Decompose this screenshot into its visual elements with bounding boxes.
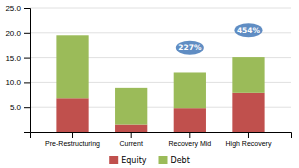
y-tick-mark — [24, 8, 30, 9]
y-tick: 20.0 — [5, 29, 30, 38]
annotation-text: 454% — [237, 26, 261, 35]
x-tick-mark — [131, 132, 132, 138]
legend-label: Equity — [121, 156, 147, 165]
legend-item: Debt — [159, 156, 190, 165]
legend-label: Debt — [171, 156, 190, 165]
y-tick: 10.0 — [5, 78, 30, 87]
bar — [56, 98, 88, 132]
x-tick-mark — [248, 132, 249, 138]
y-tick: 15.0 — [5, 54, 30, 63]
x-axis-line — [31, 133, 292, 139]
bars — [56, 35, 264, 132]
x-axis: Pre-Restructuring Current Recovery Mid High… — [31, 132, 292, 148]
annotations: 227% 454% — [176, 23, 263, 54]
bar — [174, 108, 206, 132]
annotation: 454% — [234, 23, 262, 37]
bar — [115, 125, 147, 132]
y-tick: 25.0 — [5, 4, 30, 13]
annotation-badge — [176, 41, 204, 55]
x-tick: Pre-Restructuring — [45, 132, 100, 148]
x-tick-label: High Recovery — [226, 140, 272, 148]
legend-item: Equity — [109, 156, 147, 165]
grid-line — [30, 8, 291, 9]
bar — [115, 88, 147, 125]
y-tick-label: 15.0 — [5, 54, 21, 63]
y-tick-label: 10.0 — [5, 78, 21, 87]
series-bars — [56, 35, 264, 124]
y-tick-mark — [24, 58, 30, 59]
x-tick-mark — [72, 132, 73, 138]
y-tick: 5.0 — [10, 103, 30, 112]
series-bars — [56, 93, 264, 132]
y-axis-line — [24, 9, 31, 133]
x-tick-label: Current — [120, 140, 143, 147]
legend-swatch — [109, 156, 118, 164]
x-tick: Recovery Mid — [168, 132, 211, 148]
bar — [232, 93, 264, 132]
grid — [30, 8, 291, 107]
y-tick-mark — [24, 33, 30, 34]
y-tick-label: 25.0 — [5, 4, 21, 13]
y-tick-label: 20.0 — [5, 29, 21, 38]
chart: 5.0 10.0 15.0 20.0 25.0 Pre-Restructuring Curr… — [0, 0, 299, 168]
annotation-badge — [234, 23, 262, 37]
x-tick-label: Recovery Mid — [168, 140, 211, 148]
bar — [56, 35, 88, 98]
bar — [232, 57, 264, 93]
annotation: 227% — [176, 41, 204, 55]
y-axis: 5.0 10.0 15.0 20.0 25.0 — [5, 4, 30, 132]
x-tick-mark — [189, 132, 190, 138]
annotation-text: 227% — [178, 43, 202, 52]
bar — [174, 72, 206, 108]
plot: 5.0 10.0 15.0 20.0 25.0 Pre-Restructuring Curr… — [5, 4, 291, 148]
x-tick: High Recovery — [226, 132, 272, 148]
x-tick: Current — [120, 132, 143, 147]
x-tick-label: Pre-Restructuring — [45, 140, 100, 148]
y-tick-label: 5.0 — [10, 103, 22, 112]
legend: Equity Debt — [109, 156, 190, 165]
y-tick-mark — [24, 107, 30, 108]
legend-swatch — [159, 156, 168, 164]
y-tick-mark — [24, 82, 30, 83]
